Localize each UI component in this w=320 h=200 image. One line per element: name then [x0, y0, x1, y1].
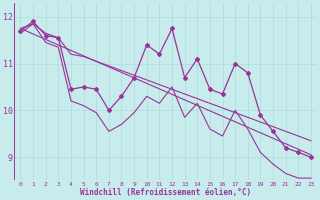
X-axis label: Windchill (Refroidissement éolien,°C): Windchill (Refroidissement éolien,°C): [80, 188, 251, 197]
